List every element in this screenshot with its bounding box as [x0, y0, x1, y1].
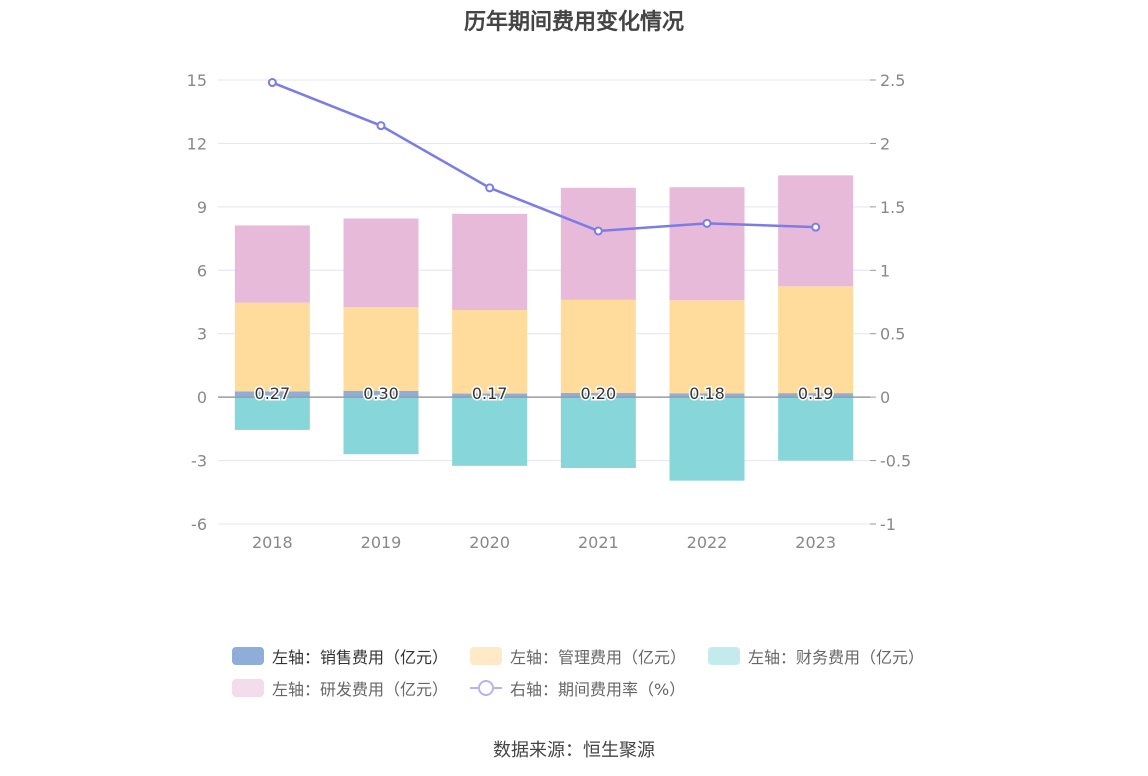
right-tick-label: -1	[880, 515, 896, 534]
bar-rd	[452, 213, 528, 311]
bar-rd	[234, 225, 310, 303]
legend-label-admin: 左轴：管理费用（亿元）	[510, 648, 687, 667]
bar-data-label: 0.20	[581, 384, 617, 403]
rate-line	[271, 81, 816, 233]
legend-swatch-sales	[232, 647, 264, 665]
bar-admin	[669, 300, 745, 394]
grid-lines	[218, 79, 870, 525]
left-tick-label: 15	[187, 71, 207, 90]
bar-data-label: 0.27	[255, 384, 291, 403]
legend-item-admin[interactable]: 左轴：管理费用（亿元）	[470, 644, 686, 668]
bar-finance	[778, 397, 854, 461]
bar-sales	[234, 391, 310, 398]
bar-finance	[560, 397, 636, 468]
left-tick-label: 9	[197, 198, 207, 217]
legend-swatch-rate	[470, 679, 503, 697]
bar-finance	[452, 397, 528, 466]
left-tick-label: 6	[197, 261, 207, 280]
rate-point	[376, 121, 386, 131]
x-tick-label: 2020	[469, 533, 510, 552]
legend-label-finance: 左轴：财务费用（亿元）	[748, 648, 925, 667]
x-tick-label: 2018	[252, 533, 293, 552]
legend-label-rd: 左轴：研发费用（亿元）	[272, 680, 449, 699]
legend-swatch-admin	[470, 647, 503, 665]
bar-data-labels: 0.27 0.30 0.17 0.20 0.18 0.19	[253, 383, 835, 405]
bar-sales	[452, 393, 528, 398]
legend-row-1: 左轴：销售费用（亿元） 左轴：管理费用（亿元） 左轴：财务费用（亿元）	[232, 640, 952, 672]
bar-admin	[452, 310, 528, 394]
right-tick-label: 0.5	[880, 325, 905, 344]
bar-finance	[669, 397, 745, 481]
right-axis-ticks: 2.5 2 1.5 1 0.5 0 -0.5 -1	[870, 71, 911, 534]
bar-sales	[669, 393, 745, 398]
x-axis-labels: 2018 2019 2020 2021 2022 2023	[252, 533, 836, 552]
left-tick-label: 12	[187, 134, 207, 153]
x-tick-label: 2019	[361, 533, 402, 552]
bar-data-label: 0.18	[689, 384, 725, 403]
bars	[234, 175, 854, 481]
legend: 左轴：销售费用（亿元） 左轴：管理费用（亿元） 左轴：财务费用（亿元） 左轴：研…	[232, 640, 952, 704]
right-tick-label: 1.5	[880, 198, 905, 217]
bar-data-label: 0.17	[472, 384, 508, 403]
right-tick-label: 2.5	[880, 71, 905, 90]
chart-canvas: 15 12 9 6 3 0 -3 -6 2.5 2 1.5 1 0.5 0 -0.5 -1 0.27 0.30…	[187, 71, 912, 552]
legend-label-rate: 右轴：期间费用率（%）	[510, 680, 686, 699]
rate-point	[485, 183, 495, 193]
legend-label-sales: 左轴：销售费用（亿元）	[272, 648, 449, 667]
bar-admin	[778, 286, 854, 394]
legend-swatch-rd	[232, 679, 264, 697]
left-tick-label: 3	[197, 325, 207, 344]
rate-point	[811, 222, 821, 232]
left-tick-label: 0	[197, 388, 207, 407]
bar-rd	[560, 187, 636, 300]
legend-item-rd[interactable]: 左轴：研发费用（亿元）	[232, 676, 448, 700]
left-tick-label: -6	[191, 515, 207, 534]
legend-row-2: 左轴：研发费用（亿元） 右轴：期间费用率（%）	[232, 672, 952, 704]
bar-sales	[560, 392, 636, 398]
bar-admin	[343, 307, 419, 391]
bar-finance	[343, 397, 419, 455]
x-tick-label: 2023	[795, 533, 836, 552]
bar-sales	[778, 393, 854, 398]
bar-rd	[343, 218, 419, 308]
rate-point	[593, 226, 603, 236]
bar-admin	[234, 302, 310, 392]
source-note: 数据来源：恒生聚源	[493, 740, 655, 761]
chart-title: 历年期间费用变化情况	[463, 10, 684, 35]
bar-data-label: 0.30	[363, 384, 399, 403]
left-tick-label: -3	[191, 452, 207, 471]
right-tick-label: -0.5	[880, 452, 911, 471]
bar-sales	[343, 390, 419, 398]
bar-admin	[560, 299, 636, 393]
bar-finance	[234, 397, 310, 430]
rate-point	[267, 78, 277, 88]
right-tick-label: 2	[880, 134, 890, 153]
legend-swatch-finance	[708, 647, 741, 665]
line-series	[267, 78, 821, 236]
x-tick-label: 2021	[578, 533, 619, 552]
legend-item-sales[interactable]: 左轴：销售费用（亿元）	[232, 644, 448, 668]
bar-rd	[669, 187, 745, 301]
right-tick-label: 0	[880, 388, 890, 407]
left-axis-ticks: 15 12 9 6 3 0 -3 -6	[187, 71, 207, 534]
bar-data-label: 0.19	[798, 384, 834, 403]
legend-item-rate[interactable]: 右轴：期间费用率（%）	[470, 676, 685, 700]
right-tick-label: 1	[880, 261, 890, 280]
legend-item-finance[interactable]: 左轴：财务费用（亿元）	[708, 644, 924, 668]
x-tick-label: 2022	[687, 533, 728, 552]
rate-point	[702, 218, 712, 228]
